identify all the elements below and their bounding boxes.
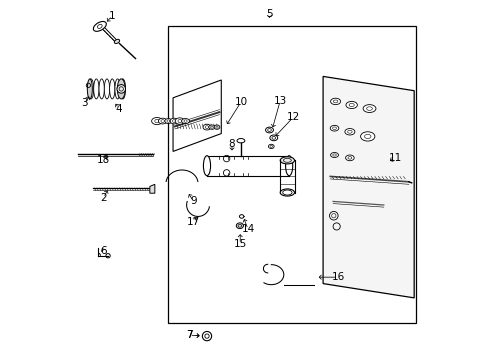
Ellipse shape xyxy=(99,79,104,99)
Text: 14: 14 xyxy=(241,224,254,234)
Text: 3: 3 xyxy=(81,98,88,108)
Ellipse shape xyxy=(345,155,353,161)
Ellipse shape xyxy=(214,125,220,129)
Text: 7: 7 xyxy=(185,330,192,340)
Ellipse shape xyxy=(280,157,294,164)
Text: 9: 9 xyxy=(190,196,196,206)
Text: 11: 11 xyxy=(388,153,401,163)
Text: 8: 8 xyxy=(228,139,235,149)
Ellipse shape xyxy=(203,124,210,130)
Text: 10: 10 xyxy=(234,97,247,107)
Ellipse shape xyxy=(94,79,99,99)
Ellipse shape xyxy=(330,153,338,157)
Ellipse shape xyxy=(87,79,92,99)
Ellipse shape xyxy=(117,79,125,99)
Text: 15: 15 xyxy=(233,239,246,249)
Ellipse shape xyxy=(265,127,273,133)
Ellipse shape xyxy=(104,79,109,99)
Circle shape xyxy=(202,332,211,341)
Text: 16: 16 xyxy=(331,272,344,282)
Text: 2: 2 xyxy=(100,193,106,203)
Ellipse shape xyxy=(329,125,338,131)
Ellipse shape xyxy=(203,156,210,176)
Ellipse shape xyxy=(170,118,178,124)
Text: 13: 13 xyxy=(273,96,286,106)
Ellipse shape xyxy=(151,117,162,125)
Ellipse shape xyxy=(208,125,215,129)
Ellipse shape xyxy=(109,79,115,99)
Ellipse shape xyxy=(120,79,125,99)
Text: 17: 17 xyxy=(186,217,200,227)
Ellipse shape xyxy=(115,79,120,99)
Ellipse shape xyxy=(285,156,292,176)
Text: 12: 12 xyxy=(286,112,299,122)
Text: 5: 5 xyxy=(265,9,272,18)
Ellipse shape xyxy=(236,223,243,229)
Ellipse shape xyxy=(345,102,357,109)
Ellipse shape xyxy=(280,189,294,196)
Ellipse shape xyxy=(269,135,277,141)
Polygon shape xyxy=(323,76,413,298)
Bar xyxy=(167,26,415,323)
Circle shape xyxy=(117,85,125,93)
Ellipse shape xyxy=(181,118,189,123)
Ellipse shape xyxy=(158,118,166,124)
Text: 4: 4 xyxy=(115,104,122,113)
Ellipse shape xyxy=(330,98,340,105)
Ellipse shape xyxy=(164,118,172,123)
Ellipse shape xyxy=(268,144,274,149)
Ellipse shape xyxy=(344,129,354,135)
Ellipse shape xyxy=(114,39,120,44)
Ellipse shape xyxy=(93,22,106,31)
Polygon shape xyxy=(173,80,221,152)
Ellipse shape xyxy=(363,105,375,112)
Ellipse shape xyxy=(175,118,184,124)
Text: 6: 6 xyxy=(100,246,106,256)
Polygon shape xyxy=(149,184,155,193)
Text: 18: 18 xyxy=(97,156,110,165)
Ellipse shape xyxy=(239,215,244,218)
Ellipse shape xyxy=(88,79,94,99)
Ellipse shape xyxy=(237,139,244,143)
Text: 1: 1 xyxy=(109,11,115,21)
Ellipse shape xyxy=(360,132,374,141)
Text: 7: 7 xyxy=(185,330,192,340)
